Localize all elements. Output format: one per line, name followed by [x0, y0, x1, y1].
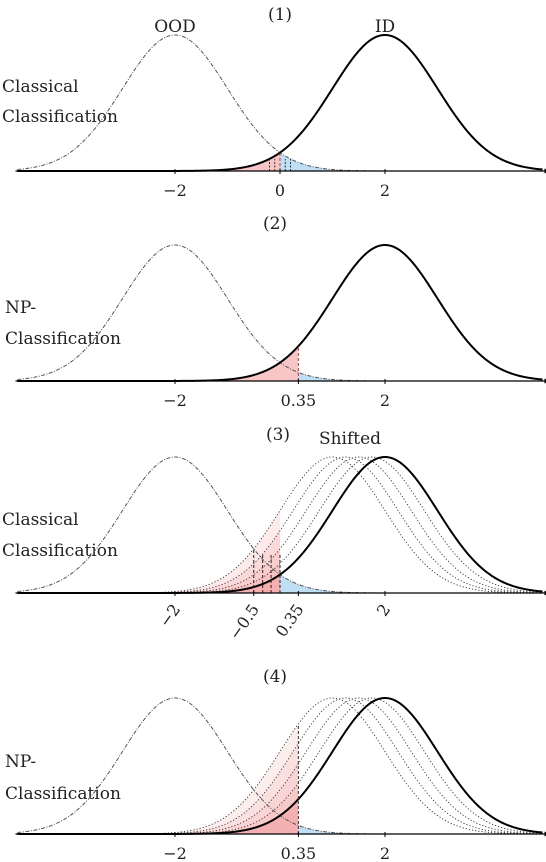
panel-3-side-label-line2: Classification	[2, 541, 118, 561]
id-curve	[17, 243, 543, 382]
id-error-area	[17, 799, 299, 834]
ood-error-area	[280, 152, 543, 171]
ood-error-area	[298, 372, 543, 381]
tick-label-2: 2	[380, 391, 390, 410]
panel-2-side-label-line2: Classification	[5, 329, 121, 349]
panel-4: (4) NP- Classification −2 0.35 2	[5, 667, 546, 862]
panel-3-title: (3)	[266, 425, 290, 445]
panel-1-side-label-line1: Classical	[2, 77, 79, 97]
panel-1-side-label-line2: Classification	[2, 107, 118, 127]
ood-error-area	[298, 825, 543, 834]
panel-2-side-label-line1: NP-	[5, 298, 36, 318]
tick-label-0: −2	[163, 181, 187, 200]
panel-1-title: (1)	[268, 5, 292, 25]
id-label: ID	[375, 17, 395, 37]
tick-label-0: −2	[155, 600, 184, 630]
ood-error-area	[280, 574, 543, 593]
tick-label-1: 0.35	[281, 844, 317, 862]
id-error-area	[17, 346, 299, 381]
tick-label-1: 0	[275, 181, 285, 200]
tick-label-1: 0.35	[281, 391, 317, 410]
panel-2-title: (2)	[263, 214, 287, 234]
id-error-area	[17, 152, 280, 171]
ood-curve	[17, 34, 543, 172]
ood-label: OOD	[154, 17, 196, 37]
tick-label-2: 2	[380, 844, 390, 862]
ood-curve	[17, 244, 543, 382]
panel-4-side-label-line1: NP-	[5, 752, 36, 772]
id-curve	[17, 33, 543, 172]
shifted-id-error-area-0	[17, 510, 280, 593]
panel-4-title: (4)	[263, 667, 287, 687]
panel-4-side-label-line2: Classification	[5, 784, 121, 804]
panel-3-side-label-line1: Classical	[2, 510, 79, 530]
tick-label-0: −2	[163, 844, 187, 862]
panel-1: (1) OOD ID Classical Classification −2 0 2	[2, 5, 546, 200]
shifted-label: Shifted	[319, 429, 381, 449]
tick-label-0: −2	[163, 391, 187, 410]
panel-2: (2) NP- Classification −2 0.35 2	[5, 214, 546, 410]
panel-3: (3) Shifted Classical Classification −2 −…	[2, 425, 546, 643]
tick-label-2: 0.35	[272, 600, 308, 640]
tick-label-1: −0.5	[225, 600, 263, 643]
tick-label-3: 2	[373, 600, 394, 619]
tick-label-2: 2	[380, 181, 390, 200]
